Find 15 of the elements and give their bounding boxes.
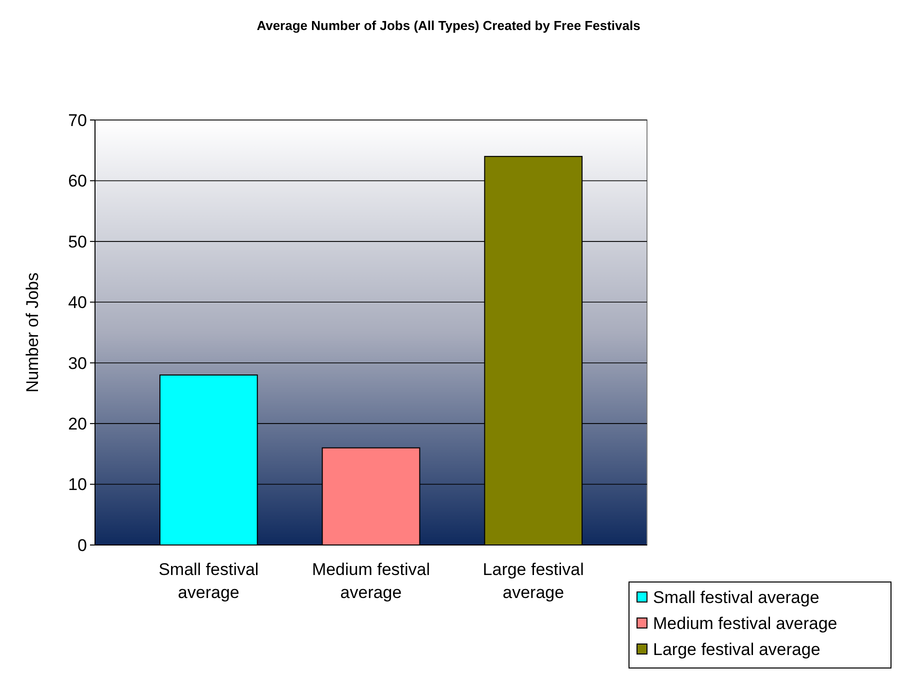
y-tick-label: 10 bbox=[68, 475, 87, 494]
y-tick-label: 60 bbox=[68, 172, 87, 191]
x-tick-label: Medium festival average bbox=[312, 560, 430, 602]
y-tick-label: 20 bbox=[68, 414, 87, 434]
x-tick-label: Small festival average bbox=[158, 560, 259, 602]
y-axis-title: Number of Jobs bbox=[23, 272, 42, 392]
y-tick-label: 30 bbox=[68, 354, 87, 373]
legend-label: Medium festival average bbox=[653, 614, 838, 633]
y-tick-label: 40 bbox=[68, 293, 87, 312]
x-tick-label: Large festival average bbox=[482, 560, 584, 602]
legend-label: Large festival average bbox=[653, 640, 820, 659]
y-tick-label: 70 bbox=[68, 110, 87, 130]
y-tick-label: 50 bbox=[68, 232, 87, 252]
y-tick-label: 0 bbox=[78, 536, 87, 555]
chart-title: Average Number of Jobs (All Types) Created by Free Festivals bbox=[256, 18, 640, 33]
